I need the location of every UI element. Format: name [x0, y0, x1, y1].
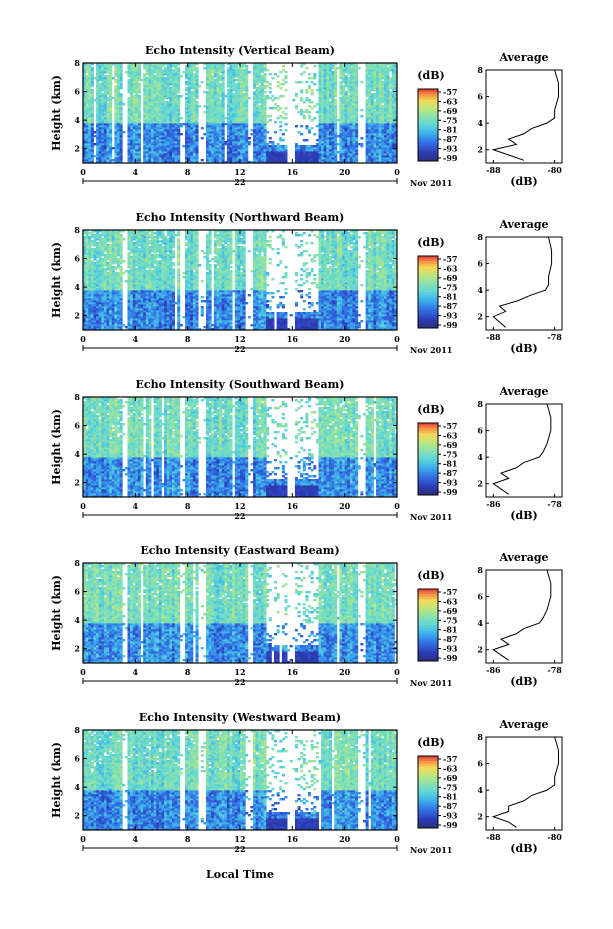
heatmap-cell: [112, 77, 115, 79]
beam-panel: Echo Intensity (Vertical Beam) Height (km…: [50, 44, 562, 188]
heatmap-cell: [112, 159, 115, 161]
heatmap-cell: [182, 145, 185, 147]
heatmap-cell: [114, 85, 117, 87]
heatmap-cell: [93, 135, 96, 137]
heatmap-cell: [164, 67, 167, 69]
heatmap-cell: [120, 93, 123, 95]
heatmap-cell: [127, 79, 130, 81]
heatmap-cell: [177, 95, 180, 97]
heatmap-cell: [122, 103, 125, 105]
heatmap-cell: [114, 79, 117, 81]
heatmap-cells: [83, 63, 397, 163]
panel-title: Echo Intensity (Vertical Beam): [145, 44, 335, 57]
heatmap-cell: [169, 87, 172, 89]
heatmap-cell: [133, 95, 136, 97]
heatmap-cell: [154, 75, 157, 77]
heatmap-cell: [138, 95, 141, 97]
heatmap-cell: [91, 89, 94, 91]
heatmap-cell: [182, 123, 185, 125]
heatmap-cell: [172, 69, 175, 71]
heatmap-cell: [177, 67, 180, 69]
heatmap-cell: [143, 73, 146, 75]
heatmap-cell: [93, 143, 96, 145]
heatmap-cell: [127, 97, 130, 99]
heatmap-cell: [180, 95, 183, 97]
heatmap-cell: [180, 123, 183, 125]
heatmap-cell: [180, 117, 183, 119]
heatmap-cell: [182, 71, 185, 73]
heatmap-cell: [180, 75, 183, 77]
heatmap-cell: [93, 77, 96, 79]
heatmap-cell: [86, 75, 89, 77]
heatmap-cell: [125, 71, 128, 73]
heatmap-cell: [104, 75, 107, 77]
heatmap-cell: [91, 67, 94, 69]
heatmap-cell: [93, 99, 96, 101]
heatmap-cell: [99, 83, 102, 85]
heatmap-cell: [107, 97, 110, 99]
heatmap-cell: [141, 79, 144, 81]
figure: Echo Intensity (Vertical Beam) Height (km…: [0, 0, 613, 929]
heatmap-cell: [93, 131, 96, 133]
y-axis-label: Height (km): [50, 75, 63, 151]
heatmap-cell: [107, 75, 110, 77]
heatmap-cell: [167, 101, 170, 103]
heatmap-cell: [164, 77, 167, 79]
heatmap-cell: [122, 131, 125, 133]
heatmap-cell: [146, 77, 149, 79]
heatmap-cell: [162, 69, 165, 71]
heatmap-cell: [101, 93, 104, 95]
heatmap-cell: [180, 133, 183, 135]
heatmap-cell: [138, 83, 141, 85]
heatmap-cell: [93, 155, 96, 157]
heatmap-cell: [112, 97, 115, 99]
heatmap-cell: [112, 147, 115, 149]
heatmap-cell: [164, 101, 167, 103]
heatmap-cell: [107, 103, 110, 105]
